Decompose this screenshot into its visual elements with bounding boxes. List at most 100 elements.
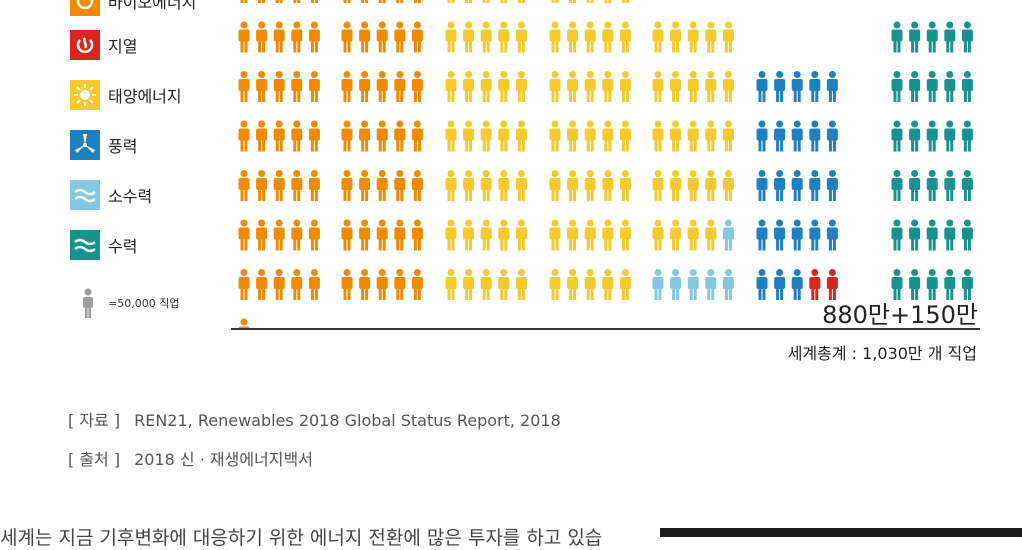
person-figure xyxy=(341,71,353,102)
person-figure xyxy=(569,0,577,3)
person-figure xyxy=(826,170,838,201)
person-figure xyxy=(411,21,423,53)
person-figure xyxy=(619,269,631,300)
person-figure xyxy=(619,71,631,102)
person-figure xyxy=(909,269,921,300)
person-figure xyxy=(411,120,423,152)
person-figure xyxy=(291,219,303,251)
person-figure xyxy=(567,21,579,53)
person-figure xyxy=(413,0,421,3)
person-figure xyxy=(774,71,786,102)
person-figure xyxy=(567,71,579,102)
legend-item-hydro: 수력 xyxy=(70,230,137,260)
person-figure xyxy=(447,0,455,3)
person-figure xyxy=(308,21,320,53)
person-figure xyxy=(652,71,664,102)
source-tag: [ 자료 ] xyxy=(68,411,121,430)
total-label: 880만+150만 xyxy=(822,301,978,329)
person-figure xyxy=(891,120,903,152)
person-figure xyxy=(705,269,717,300)
person-figure xyxy=(359,219,371,251)
person-figure xyxy=(722,120,734,152)
person-figure xyxy=(944,219,956,251)
person-figure xyxy=(238,120,250,152)
person-figure xyxy=(310,0,318,3)
person-figure xyxy=(670,21,682,53)
person-figure xyxy=(291,120,303,152)
person-figure xyxy=(549,170,561,201)
person-figure xyxy=(809,71,821,102)
person-figure xyxy=(273,170,285,201)
person-figure xyxy=(602,120,614,152)
person-figure xyxy=(961,170,973,201)
person-figure xyxy=(445,219,457,251)
person-figure xyxy=(445,120,457,152)
person-figure xyxy=(826,269,838,300)
person-figure xyxy=(705,120,717,152)
person-figure xyxy=(376,170,388,201)
person-figure xyxy=(376,219,388,251)
person-figure xyxy=(498,219,510,251)
person-figure xyxy=(652,269,664,300)
legend-label: 풍력 xyxy=(108,137,138,156)
person-figure xyxy=(722,71,734,102)
person-figure xyxy=(308,120,320,152)
person-figure xyxy=(791,71,803,102)
person-figure xyxy=(396,0,404,3)
unit-legend: =50,000 직업 xyxy=(80,288,179,318)
person-figure xyxy=(445,269,457,300)
person-figure xyxy=(549,269,561,300)
legend-item-geothermal: 지열 xyxy=(70,30,137,60)
person-figure xyxy=(411,269,423,300)
person-figure xyxy=(944,120,956,152)
person-figure xyxy=(944,269,956,300)
person-figure xyxy=(944,21,956,53)
person-figure xyxy=(480,170,492,201)
person-figure xyxy=(411,71,423,102)
person-figure xyxy=(291,269,303,300)
person-figure xyxy=(584,269,596,300)
person-figure xyxy=(463,120,475,152)
person-figure xyxy=(463,269,475,300)
person-figure xyxy=(826,120,838,152)
person-figure xyxy=(602,21,614,53)
person-figure xyxy=(498,120,510,152)
person-figure xyxy=(584,170,596,201)
legend-label: 지열 xyxy=(108,37,138,56)
person-figure xyxy=(238,71,250,102)
person-figure xyxy=(604,0,612,3)
person-figure xyxy=(909,219,921,251)
legend-item-small-hydro: 소수력 xyxy=(70,180,152,210)
legend-item-wind: 풍력 xyxy=(70,130,137,160)
person-figure xyxy=(652,219,664,251)
person-figure xyxy=(411,170,423,201)
person-figure xyxy=(670,269,682,300)
person-figure xyxy=(394,170,406,201)
person-figure xyxy=(944,71,956,102)
person-figure xyxy=(670,71,682,102)
source-line: [ 자료 ] REN21, Renewables 2018 Global Stat… xyxy=(68,407,561,431)
person-figure xyxy=(238,170,250,201)
person-figure xyxy=(926,219,938,251)
person-figure xyxy=(961,71,973,102)
person-figure xyxy=(275,0,283,3)
person-figure xyxy=(756,120,768,152)
person-figure xyxy=(705,71,717,102)
legend-label: 바이오에너지 xyxy=(108,0,197,12)
person-figure xyxy=(498,170,510,201)
person-figure xyxy=(341,21,353,53)
person-figure xyxy=(756,219,768,251)
person-figure xyxy=(308,219,320,251)
person-figure xyxy=(293,0,301,3)
person-figure xyxy=(291,21,303,53)
person-figure xyxy=(961,219,973,251)
person-figure xyxy=(826,219,838,251)
person-figure xyxy=(705,170,717,201)
geothermal-icon xyxy=(70,30,100,60)
person-figure xyxy=(308,269,320,300)
person-figure xyxy=(515,71,527,102)
person-figure xyxy=(273,269,285,300)
person-figure xyxy=(341,120,353,152)
person-figure xyxy=(909,71,921,102)
person-figure xyxy=(909,21,921,53)
